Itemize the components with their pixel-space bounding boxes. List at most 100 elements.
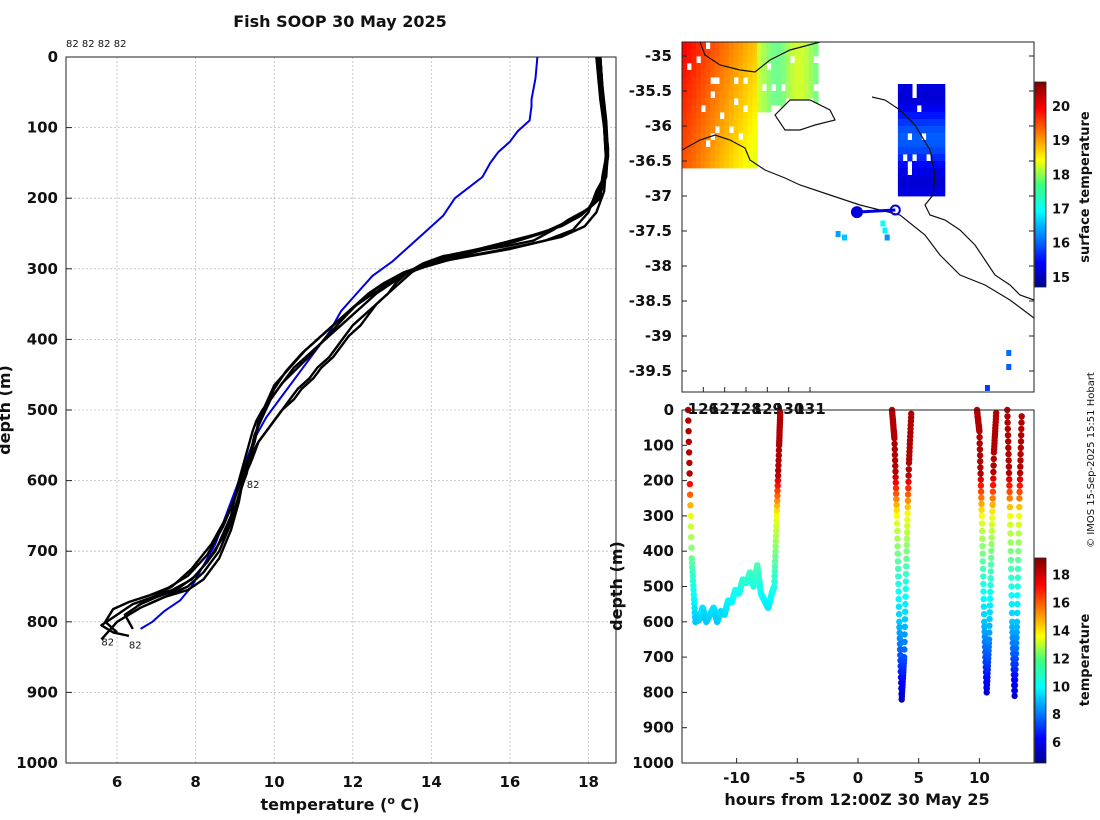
sst-cell <box>930 112 936 120</box>
section-point <box>1017 450 1024 458</box>
sst-cell <box>700 112 706 120</box>
section-point <box>1016 469 1024 477</box>
section-point <box>896 624 903 631</box>
sst-cell <box>682 147 688 155</box>
section-point <box>1013 634 1020 641</box>
section-point <box>686 470 693 477</box>
section-point <box>1012 661 1019 668</box>
profile-ytick-label: 700 <box>27 542 58 560</box>
sst-cell <box>728 140 735 148</box>
sst-cell <box>921 98 927 106</box>
sst-cell <box>733 161 739 169</box>
sst-cell <box>940 182 946 190</box>
sst-cell <box>738 63 744 71</box>
sst-cell <box>880 220 886 227</box>
sst-cell <box>930 119 936 127</box>
sst-cell <box>682 112 688 120</box>
section-point <box>1009 623 1016 631</box>
section-ytick-label: 700 <box>643 648 674 666</box>
map-colorbar <box>1034 81 1047 288</box>
sst-cell <box>757 105 763 113</box>
section-point <box>773 527 780 535</box>
sst-cell <box>916 154 922 162</box>
sst-cell <box>738 98 744 106</box>
section-ylabel: depth (m) <box>607 541 626 631</box>
sst-cell <box>921 175 927 183</box>
sst-cell <box>912 168 918 176</box>
section-point <box>1006 482 1013 489</box>
sst-cell <box>724 112 730 120</box>
section-point <box>773 512 780 520</box>
section-point <box>772 537 779 545</box>
sst-cell <box>696 154 702 162</box>
section-point <box>901 623 908 630</box>
sst-cell <box>682 154 688 162</box>
sst-cell <box>705 63 711 71</box>
kangaroo-island-coast <box>774 99 836 131</box>
sst-cell <box>719 105 725 113</box>
section-point <box>687 523 695 530</box>
section-point <box>894 550 901 557</box>
sst-cell <box>743 70 749 78</box>
section-point <box>773 522 780 530</box>
sst-cell <box>714 133 721 141</box>
sst-cell <box>700 49 706 57</box>
section-point <box>1008 609 1016 617</box>
section-colorbar-tick-label: 10 <box>1052 680 1070 695</box>
section-point <box>1005 457 1012 464</box>
sst-cell <box>700 42 706 50</box>
sst-cell <box>733 105 739 113</box>
sst-cell <box>935 112 941 120</box>
cast-profile-line <box>100 56 610 638</box>
sst-cell <box>897 154 904 162</box>
section-point <box>894 527 901 535</box>
sst-cell <box>728 147 735 155</box>
sst-cell <box>761 63 767 71</box>
sst-cell <box>696 98 702 106</box>
sst-cell <box>789 42 796 50</box>
sst-cell <box>738 105 744 113</box>
sst-cell <box>747 140 753 148</box>
section-point <box>893 507 900 514</box>
sst-cell <box>724 42 730 50</box>
sst-cell <box>752 49 758 57</box>
sst-cell <box>700 119 706 127</box>
sst-cell <box>747 154 753 162</box>
section-point <box>979 550 986 557</box>
section-point <box>894 543 901 550</box>
sst-cell <box>794 91 800 99</box>
section-point <box>688 559 696 566</box>
sst-cell <box>700 63 706 71</box>
sst-cell <box>930 126 936 134</box>
coastline-gulf <box>699 42 821 73</box>
sst-cell <box>926 161 932 169</box>
sst-cell <box>714 105 721 113</box>
sst-cell <box>738 77 744 85</box>
section-point <box>895 611 903 618</box>
sst-cell <box>935 91 941 99</box>
sst-cell <box>916 98 922 106</box>
sst-cell <box>813 63 819 71</box>
sst-cell <box>984 385 990 391</box>
section-ytick-label: 300 <box>643 507 674 525</box>
sst-cell <box>897 126 904 134</box>
sst-cell <box>743 42 749 50</box>
section-point <box>1014 592 1021 599</box>
section-point <box>1011 676 1019 684</box>
section-point <box>981 628 988 636</box>
section-ytick-label: 1000 <box>632 754 674 772</box>
section-point <box>771 578 778 585</box>
sst-cell <box>747 70 753 78</box>
sst-cell <box>761 105 767 113</box>
sst-cell <box>710 63 716 71</box>
sst-cell <box>813 42 819 50</box>
sst-cell <box>738 154 744 162</box>
sst-cell <box>686 105 692 113</box>
sst-cell <box>743 154 749 162</box>
section-point <box>979 565 987 573</box>
sst-cell <box>921 147 927 155</box>
sst-cell <box>902 91 908 99</box>
section-ytick-label: 800 <box>643 683 674 701</box>
cast-profile-line <box>148 56 610 606</box>
sst-cell <box>743 63 749 71</box>
